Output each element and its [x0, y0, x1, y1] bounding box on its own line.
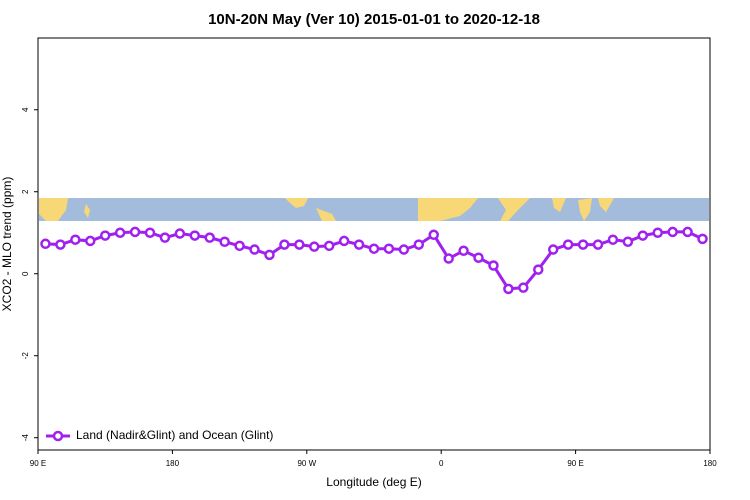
map-land — [39, 198, 68, 221]
point — [219, 236, 230, 247]
point — [264, 249, 275, 261]
map-land — [285, 198, 308, 208]
point — [607, 234, 619, 245]
chart-title: 10N-20N May (Ver 10) 2015-01-01 to 2020-… — [208, 11, 540, 28]
y-tick-label: 2 — [21, 189, 30, 194]
y-tick-label: -4 — [21, 434, 30, 442]
point — [473, 252, 484, 263]
x-tick-label: 0 — [439, 459, 444, 468]
y-tick-label: -2 — [21, 352, 30, 360]
y-tick-label: 0 — [21, 271, 30, 276]
point — [652, 227, 663, 238]
point — [562, 239, 574, 250]
point — [323, 240, 335, 252]
point — [428, 229, 439, 241]
point — [488, 260, 499, 271]
point — [114, 227, 126, 238]
point — [55, 239, 66, 250]
x-tick-label: 180 — [166, 459, 180, 468]
map-land — [598, 198, 614, 212]
point — [174, 228, 186, 239]
point — [159, 232, 171, 243]
point — [413, 239, 425, 250]
point — [353, 239, 365, 250]
x-tick-label: 90 E — [30, 459, 46, 468]
point — [682, 226, 693, 238]
map-land — [84, 204, 90, 218]
x-tick-label: 90 E — [567, 459, 583, 468]
point — [383, 243, 395, 254]
point — [144, 227, 156, 238]
map-land — [578, 198, 592, 221]
map-land — [316, 208, 336, 221]
point — [398, 244, 410, 255]
x-tick-label: 180 — [703, 459, 717, 468]
point — [443, 253, 454, 264]
map-ocean — [39, 198, 709, 221]
point — [204, 232, 215, 243]
point — [40, 238, 51, 250]
map-land — [418, 198, 478, 221]
map-land — [498, 198, 530, 221]
point — [577, 239, 589, 250]
point — [697, 233, 708, 245]
point — [99, 230, 111, 241]
point — [279, 239, 290, 250]
point — [189, 230, 201, 241]
point — [592, 239, 604, 250]
legend-label: Land (Nadir&Glint) and Ocean (Glint) — [76, 428, 273, 442]
point — [637, 230, 649, 241]
point — [249, 244, 260, 255]
y-tick-label: 4 — [21, 107, 30, 112]
legend-marker — [52, 430, 64, 442]
point — [309, 241, 320, 252]
point — [667, 226, 678, 238]
point — [622, 236, 634, 247]
point — [70, 234, 81, 245]
plot-frame — [37, 37, 711, 451]
x-axis-label: Longitude (deg E) — [326, 475, 421, 489]
point — [533, 264, 544, 275]
point — [458, 245, 469, 257]
point — [368, 243, 380, 254]
x-tick-label: 90 W — [297, 459, 316, 468]
map-land — [552, 198, 566, 212]
map-strip — [39, 198, 709, 221]
point — [234, 240, 245, 252]
y-axis-label: XCO2 - MLO trend (ppm) — [0, 177, 14, 312]
series-line — [45, 230, 704, 291]
point — [129, 226, 141, 238]
point — [547, 244, 559, 255]
point — [338, 235, 350, 247]
point — [518, 282, 529, 293]
point — [85, 235, 96, 247]
point — [294, 239, 305, 250]
point — [503, 283, 514, 295]
